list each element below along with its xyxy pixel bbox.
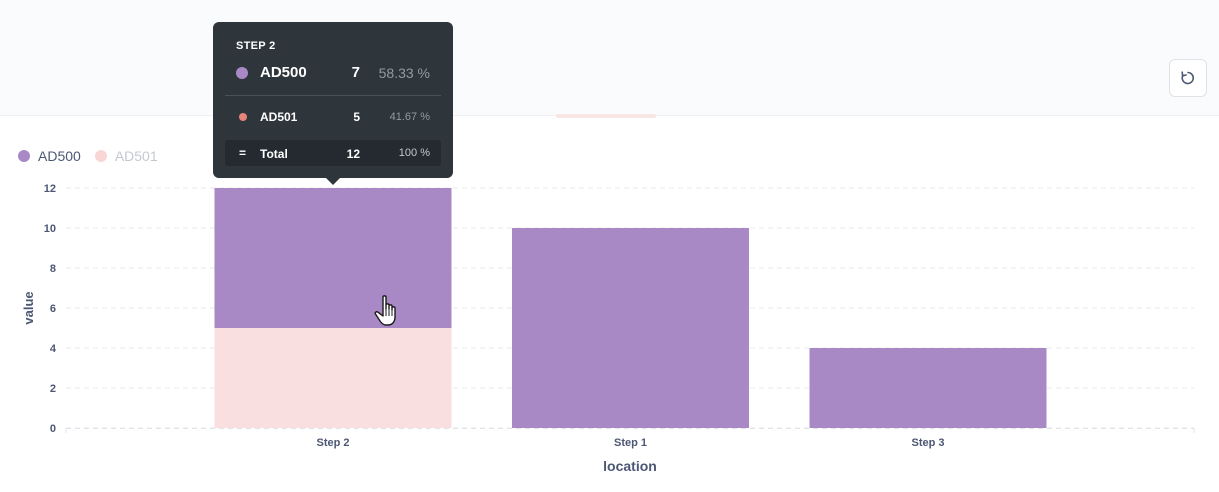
tooltip-total-symbol: =	[239, 146, 247, 160]
legend-swatch-ad501	[94, 150, 107, 162]
y-tick-label: 6	[50, 303, 56, 315]
legend-label-ad500: AD500	[38, 148, 81, 164]
tooltip-row-ad501: AD501 5 41.67 %	[213, 109, 453, 129]
tooltip-arrow	[326, 178, 340, 185]
tooltip-total-row: = Total 12 100 %	[225, 140, 441, 166]
tooltip-series-percent: 41.67 %	[389, 111, 430, 123]
bar-ad500-step-3	[809, 348, 1047, 428]
tooltip-total-value: 12	[346, 147, 360, 161]
refresh-icon	[1181, 71, 1194, 85]
y-tick-label: 8	[50, 263, 56, 275]
chart-legend: AD500 AD501	[18, 148, 158, 164]
tooltip-dot-ad501	[239, 113, 247, 121]
refresh-button[interactable]	[1169, 59, 1207, 97]
tooltip-series-percent: 58.33 %	[378, 65, 430, 81]
hand-pointer-icon	[374, 295, 396, 326]
legend-item-ad500[interactable]: AD500	[18, 148, 81, 164]
x-axis-title: location	[603, 458, 657, 474]
tooltip-divider	[225, 95, 441, 96]
tooltip-series-name: AD500	[260, 64, 307, 81]
y-tick-label: 12	[44, 183, 56, 195]
legend-swatch-ad500	[18, 150, 30, 162]
tooltip-dot-ad500	[236, 67, 248, 79]
bar-ad500-step-2	[214, 188, 452, 328]
tooltip-title: STEP 2	[236, 40, 276, 52]
x-tick-label: Step 2	[316, 437, 349, 449]
bar-ad500-step-1	[512, 228, 749, 428]
header-band	[0, 0, 1219, 116]
y-tick-label: 0	[50, 423, 56, 435]
y-tick-label: 4	[50, 343, 57, 355]
y-tick-label: 10	[44, 223, 56, 235]
y-axis-title: value	[21, 291, 36, 324]
scroll-indicator	[556, 114, 656, 118]
tooltip-series-name: AD501	[260, 110, 298, 124]
legend-item-ad501[interactable]: AD501	[94, 148, 158, 164]
tooltip-series-value: 5	[353, 110, 360, 124]
tooltip-total-label: Total	[260, 147, 288, 161]
x-tick-label: Step 1	[614, 437, 647, 449]
chart-tooltip: STEP 2 AD500 7 58.33 % AD501 5 41.67 % =…	[213, 22, 453, 178]
tooltip-total-percent: 100 %	[398, 147, 430, 159]
legend-label-ad501: AD501	[114, 148, 158, 164]
bar-ad501-step-2	[214, 328, 452, 428]
tooltip-row-ad500: AD500 7 58.33 %	[213, 63, 453, 83]
x-tick-label: Step 3	[911, 437, 944, 449]
y-tick-label: 2	[50, 383, 56, 395]
tooltip-series-value: 7	[351, 64, 360, 81]
